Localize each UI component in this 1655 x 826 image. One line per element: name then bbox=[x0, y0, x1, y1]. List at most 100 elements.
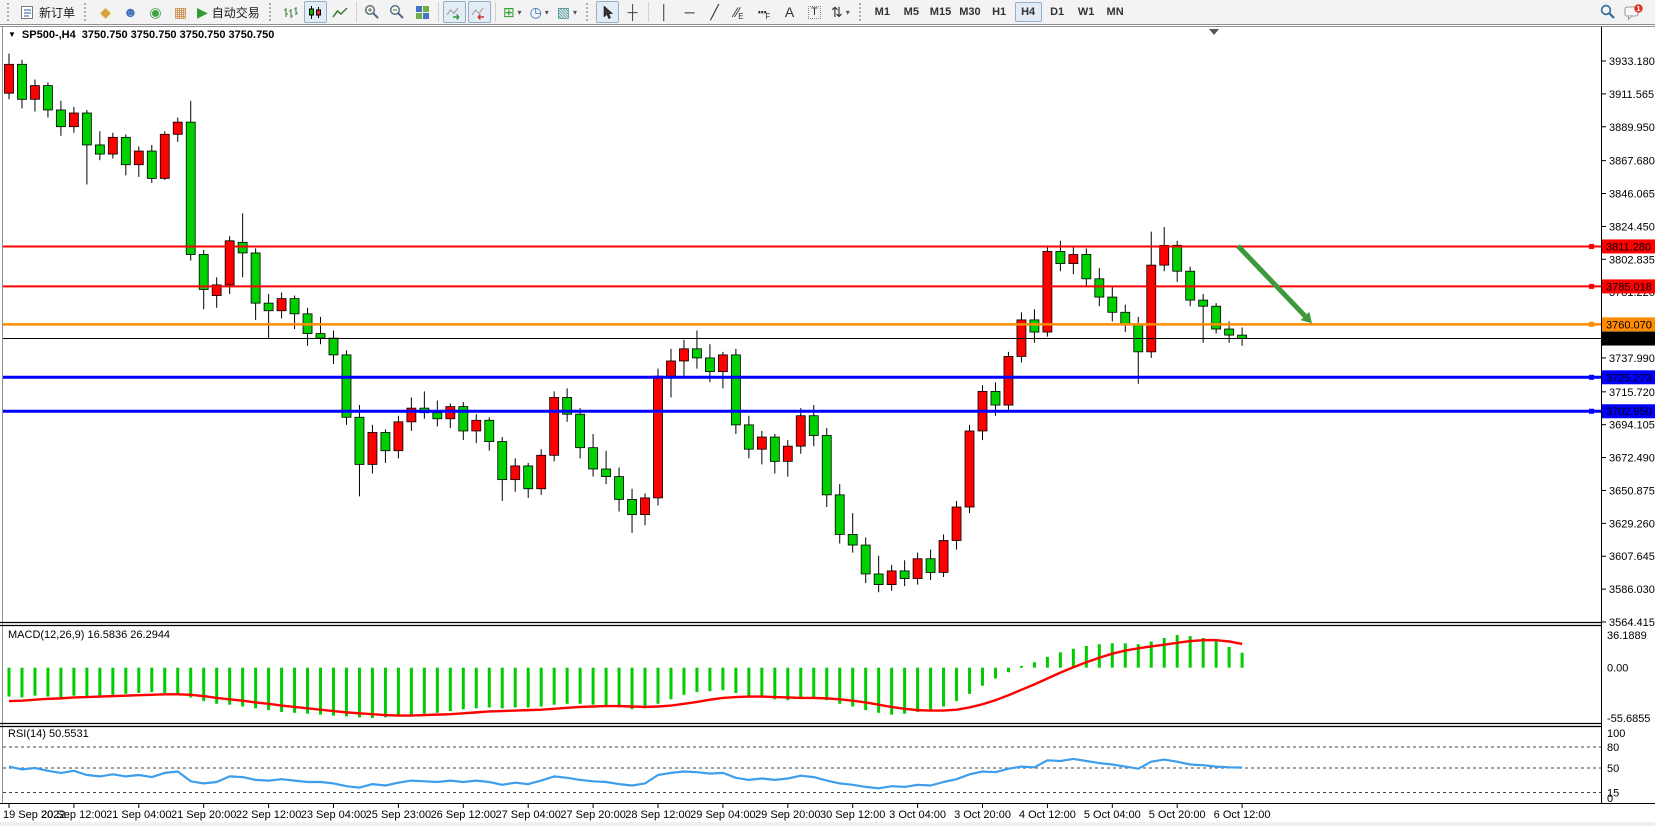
cursor-button[interactable] bbox=[596, 1, 620, 23]
mql5-community-icon[interactable]: ☻ bbox=[123, 4, 138, 20]
toolbar-grip[interactable] bbox=[586, 3, 590, 21]
toolbar-grip[interactable] bbox=[7, 3, 11, 21]
candle bbox=[1029, 319, 1040, 333]
candles bbox=[4, 53, 1247, 593]
timeframe-m30[interactable]: M30 bbox=[959, 6, 981, 18]
price-axis-label: 3737.990 bbox=[1609, 353, 1655, 365]
timeframe-mn[interactable]: MN bbox=[1106, 6, 1124, 18]
candle bbox=[211, 284, 222, 296]
periods-button[interactable]: ◷ ▾ bbox=[529, 4, 549, 20]
trend-arrow[interactable] bbox=[1236, 244, 1307, 318]
notification-badge: 1 bbox=[1636, 4, 1640, 13]
time-axis-label: 23 Sep 04:00 bbox=[301, 809, 366, 821]
time-axis-label: 5 Oct 04:00 bbox=[1084, 809, 1141, 821]
price-axis-label: 3672.490 bbox=[1609, 453, 1655, 465]
time-axis-label: 28 Sep 12:00 bbox=[625, 809, 690, 821]
candle bbox=[808, 415, 819, 436]
time-axis-label: 29 Sep 04:00 bbox=[690, 809, 755, 821]
candle bbox=[614, 476, 624, 500]
price-axis-label: 3889.950 bbox=[1609, 122, 1655, 134]
timeframe-m15[interactable]: M15 bbox=[929, 6, 952, 18]
candle bbox=[1068, 254, 1079, 265]
indicators-button[interactable]: ⊞ ▾ bbox=[502, 4, 522, 20]
equidistant-channel-button[interactable]: ∕∕ E bbox=[734, 4, 744, 21]
chart-shift-marker[interactable] bbox=[1209, 29, 1219, 35]
gold-ingot-icon[interactable]: ◆ bbox=[100, 4, 111, 20]
fibonacci-button[interactable]: ┅ F bbox=[757, 4, 771, 21]
price-tag-label: 3725.273 bbox=[1606, 372, 1652, 384]
symbol-period-label: SP500-,H4 bbox=[21, 29, 76, 41]
zoom-out-icon[interactable] bbox=[386, 1, 409, 23]
candle bbox=[484, 419, 495, 442]
chart-canvas[interactable]: 3933.180 3911.565 3889.950 3867.680 3846.065… bbox=[0, 25, 1655, 826]
timeframe-h4[interactable]: H4 bbox=[1014, 2, 1042, 22]
vertical-line-button[interactable]: │ bbox=[660, 4, 669, 20]
bottom-strip bbox=[0, 822, 1655, 826]
candle bbox=[951, 506, 962, 541]
time-axis-label: 5 Oct 20:00 bbox=[1149, 809, 1206, 821]
candle bbox=[380, 432, 391, 452]
chart-shift-icon[interactable] bbox=[467, 1, 491, 23]
search-button[interactable] bbox=[1596, 1, 1619, 23]
market-icon[interactable]: ▦ bbox=[173, 4, 188, 20]
line-handle[interactable] bbox=[1589, 408, 1594, 414]
horizontal-line-button[interactable]: ─ bbox=[684, 4, 695, 20]
timeframe-h1[interactable]: H1 bbox=[992, 6, 1007, 18]
bar-chart-icon[interactable] bbox=[279, 1, 302, 23]
candle bbox=[575, 413, 586, 449]
macd-signal-line bbox=[8, 638, 1243, 717]
candle bbox=[1237, 334, 1247, 339]
arrows-objects-button[interactable]: ⇅ ▾ bbox=[831, 4, 850, 20]
timeframe-w1[interactable]: W1 bbox=[1077, 6, 1095, 18]
text-label-button[interactable]: T bbox=[803, 1, 826, 23]
chart-title-expand-icon[interactable]: ▼ bbox=[8, 29, 16, 39]
toolbar-grip[interactable] bbox=[268, 3, 273, 21]
candle bbox=[769, 436, 780, 462]
candle bbox=[1211, 305, 1222, 330]
time-axis-label: 22 Sep 12:00 bbox=[236, 809, 301, 821]
candle bbox=[718, 354, 728, 373]
time-axis-label: 6 Oct 12:00 bbox=[1214, 809, 1271, 821]
macd-panel: 36.1889 0.00 -55.6855 bbox=[7, 630, 1650, 725]
price-tag bbox=[1602, 331, 1655, 346]
toolbar-grip[interactable] bbox=[84, 3, 88, 21]
price-axis-label: 3802.835 bbox=[1609, 254, 1655, 266]
timeframe-d1[interactable]: D1 bbox=[1050, 6, 1065, 18]
candle bbox=[367, 432, 378, 465]
tile-windows-icon[interactable] bbox=[411, 1, 434, 23]
chart-title: ▼ SP500-,H4 3750.750 3750.750 3750.750 3… bbox=[8, 29, 274, 41]
trendline-button[interactable]: ╱ bbox=[710, 4, 719, 20]
candlestick-chart-icon[interactable] bbox=[303, 1, 327, 23]
price-axis-label: 3867.680 bbox=[1609, 156, 1655, 168]
time-axis-label: 20 Sep 12:00 bbox=[41, 809, 106, 821]
rsi-indicator-label: RSI(14) 50.5531 bbox=[8, 728, 89, 740]
line-chart-icon[interactable] bbox=[329, 1, 352, 23]
candle bbox=[860, 544, 871, 575]
crosshair-button[interactable]: ┼ bbox=[627, 4, 638, 20]
zoom-in-icon[interactable] bbox=[361, 1, 384, 23]
candle bbox=[81, 112, 92, 146]
signals-icon[interactable]: ◉ bbox=[149, 4, 162, 20]
ohlc-quote-label: 3750.750 3750.750 3750.750 3750.750 bbox=[81, 29, 275, 41]
chat-button[interactable]: 1 bbox=[1621, 1, 1647, 23]
new-order-button[interactable]: 新订单 bbox=[17, 1, 78, 23]
price-tag bbox=[1602, 370, 1655, 385]
price-tag bbox=[1602, 317, 1655, 332]
auto-trading-button[interactable]: ▶ 自动交易 bbox=[197, 4, 260, 20]
line-handle[interactable] bbox=[1589, 243, 1594, 249]
candle bbox=[341, 354, 352, 418]
candle bbox=[964, 430, 975, 508]
line-handle[interactable] bbox=[1589, 374, 1594, 380]
line-handle[interactable] bbox=[1589, 283, 1594, 289]
candle bbox=[756, 436, 767, 450]
toolbar-grip[interactable] bbox=[858, 3, 863, 21]
candle bbox=[562, 397, 573, 415]
text-button[interactable]: A bbox=[784, 4, 795, 20]
candle bbox=[1146, 264, 1157, 353]
timeframe-m5[interactable]: M5 bbox=[903, 6, 919, 18]
timeframe-m1[interactable]: M1 bbox=[874, 6, 890, 18]
templates-button[interactable]: ▧ ▾ bbox=[556, 4, 578, 20]
auto-scroll-icon[interactable] bbox=[442, 1, 466, 23]
line-handle[interactable] bbox=[1589, 321, 1594, 327]
